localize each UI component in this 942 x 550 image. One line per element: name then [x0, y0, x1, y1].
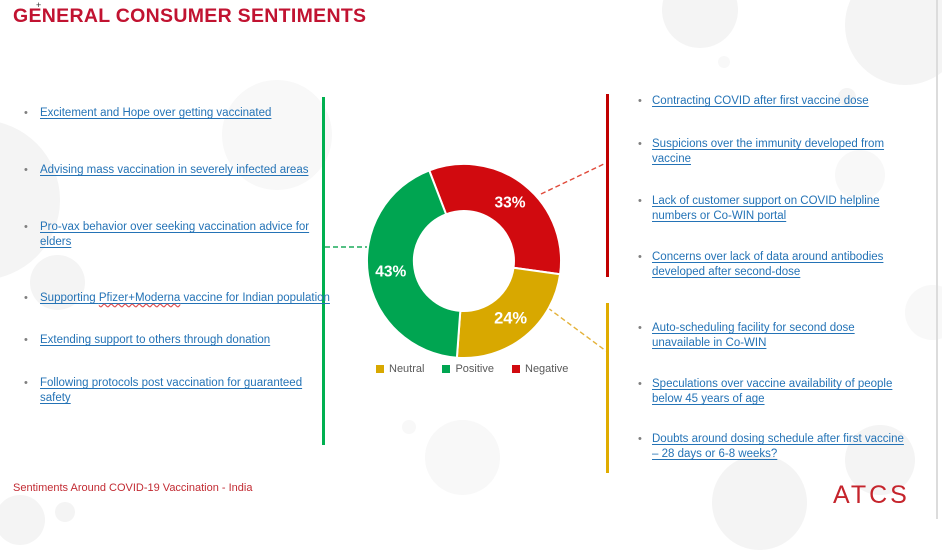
- sentiment-link[interactable]: Supporting Pfizer+Moderna vaccine for In…: [40, 291, 338, 306]
- bullet-icon: •: [638, 433, 642, 445]
- list-item: • Pro-vax behavior over seeking vaccinat…: [24, 220, 338, 250]
- cursor-artifact: +: [36, 0, 42, 10]
- list-item: • Advising mass vaccination in severely …: [24, 163, 338, 178]
- list-item: • Contracting COVID after first vaccine …: [638, 94, 914, 109]
- virus-decoration: [838, 88, 856, 106]
- bullet-icon: •: [638, 95, 642, 107]
- virus-decoration: [55, 502, 75, 522]
- sentiment-link[interactable]: Excitement and Hope over getting vaccina…: [40, 107, 272, 119]
- chart-legend: Neutral Positive Negative: [376, 363, 568, 375]
- connector-neutral-dashed-line: [547, 307, 607, 352]
- sentiment-link[interactable]: Concerns over lack of data around antibo…: [652, 251, 884, 278]
- donut-chart: 33% 24% 43%: [365, 162, 562, 359]
- virus-decoration: [30, 255, 85, 310]
- virus-decoration: [402, 420, 416, 434]
- virus-decoration: [845, 425, 915, 495]
- virus-decoration: [845, 0, 942, 85]
- virus-decoration: [712, 455, 807, 550]
- list-item: • Excitement and Hope over getting vacci…: [24, 106, 338, 121]
- list-item: • Supporting Pfizer+Moderna vaccine for …: [24, 291, 338, 306]
- bullet-icon: •: [638, 322, 642, 334]
- list-item: • Doubts around dosing schedule after fi…: [638, 432, 914, 462]
- list-item: • Suspicions over the immunity developed…: [638, 137, 914, 167]
- link-text: vaccine for Indian population: [180, 292, 330, 304]
- virus-decoration: [222, 80, 332, 190]
- slice-label-negative: 33%: [494, 195, 525, 212]
- sentiment-link[interactable]: Suspicions over the immunity developed f…: [652, 138, 885, 165]
- virus-decoration: [835, 150, 885, 200]
- slice-label-positive: 43%: [375, 263, 406, 280]
- bullet-icon: •: [24, 292, 28, 304]
- page-title: GENERAL CONSUMER SENTIMENTS: [13, 5, 367, 27]
- list-item: • Speculations over vaccine availability…: [638, 377, 914, 407]
- connector-negative-dashed-line: [540, 162, 607, 195]
- bullet-icon: •: [638, 378, 642, 390]
- legend-item-negative: Negative: [512, 363, 568, 375]
- sentiment-link[interactable]: Advising mass vaccination in severely in…: [40, 164, 309, 176]
- list-item: • Concerns over lack of data around anti…: [638, 250, 914, 280]
- sentiment-link[interactable]: Contracting COVID after first vaccine do…: [652, 95, 869, 107]
- bullet-icon: •: [638, 195, 642, 207]
- misspelled-word: Pfizer+Moderna: [98, 292, 181, 304]
- positive-section-line: [322, 97, 325, 445]
- sentiment-link[interactable]: Pro-vax behavior over seeking vaccinatio…: [40, 221, 310, 248]
- slice-neutral: [455, 266, 562, 359]
- bullet-icon: •: [24, 221, 28, 233]
- slice-positive: [365, 169, 462, 359]
- virus-decoration: [425, 420, 500, 495]
- bullet-icon: •: [24, 107, 28, 119]
- sentiment-link[interactable]: Auto-scheduling facility for second dose…: [652, 322, 855, 349]
- bullet-icon: •: [24, 164, 28, 176]
- slide-edge-divider: [936, 0, 938, 519]
- legend-swatch-negative: [512, 365, 520, 373]
- legend-label: Positive: [455, 363, 494, 375]
- bullet-icon: •: [638, 138, 642, 150]
- legend-swatch-neutral: [376, 365, 384, 373]
- neutral-section-line: [606, 303, 609, 473]
- footer-text: Sentiments Around COVID-19 Vaccination -…: [13, 482, 253, 494]
- negative-section-line: [606, 94, 609, 277]
- slice-label-neutral: 24%: [494, 310, 527, 328]
- sentiment-link[interactable]: Lack of customer support on COVID helpli…: [652, 195, 880, 222]
- atcs-logo: ATCS: [833, 481, 910, 509]
- sentiment-link[interactable]: Following protocols post vaccination for…: [40, 377, 303, 404]
- legend-swatch-positive: [442, 365, 451, 373]
- link-text: Supporting: [40, 292, 99, 304]
- bullet-icon: •: [24, 334, 28, 346]
- bullet-icon: •: [24, 377, 28, 389]
- virus-decoration: [0, 495, 45, 545]
- list-item: • Extending support to others through do…: [24, 333, 338, 348]
- sentiment-link[interactable]: Extending support to others through dona…: [40, 334, 271, 346]
- bullet-icon: •: [638, 251, 642, 263]
- legend-item-positive: Positive: [442, 363, 494, 375]
- sentiment-link[interactable]: Doubts around dosing schedule after firs…: [652, 433, 904, 460]
- virus-decoration: [905, 285, 942, 340]
- legend-item-neutral: Neutral: [376, 363, 424, 375]
- legend-label: Negative: [525, 363, 569, 375]
- list-item: • Lack of customer support on COVID help…: [638, 194, 914, 224]
- virus-decoration: [662, 0, 738, 48]
- list-item: • Following protocols post vaccination f…: [24, 376, 338, 406]
- slice-negative: [428, 162, 562, 276]
- list-item: • Auto-scheduling facility for second do…: [638, 321, 914, 351]
- sentiment-link[interactable]: Speculations over vaccine availability o…: [652, 378, 893, 405]
- virus-decoration: [718, 56, 730, 68]
- legend-label: Neutral: [389, 363, 425, 375]
